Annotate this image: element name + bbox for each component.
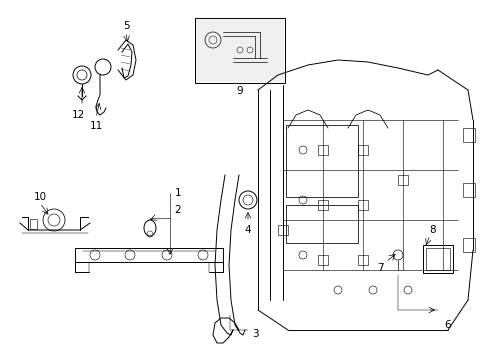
Bar (397, 175, 407, 185)
Bar (357, 200, 367, 210)
Bar (317, 145, 327, 155)
Text: 3: 3 (251, 329, 258, 339)
Text: 7: 7 (376, 263, 383, 273)
Bar (462, 128, 474, 142)
Bar (317, 200, 327, 210)
Text: 6: 6 (444, 320, 450, 330)
Text: 10: 10 (33, 192, 46, 202)
Text: 11: 11 (89, 121, 102, 131)
Bar (425, 248, 449, 270)
Bar (30, 219, 37, 229)
Bar (285, 125, 357, 197)
Bar (357, 145, 367, 155)
Text: 2: 2 (174, 205, 181, 215)
Text: 5: 5 (122, 21, 129, 31)
Bar (357, 255, 367, 265)
Bar (285, 205, 357, 243)
Bar (317, 255, 327, 265)
Bar (75, 248, 223, 262)
Text: 4: 4 (244, 225, 251, 235)
Text: 1: 1 (174, 188, 181, 198)
Text: 9: 9 (236, 86, 243, 96)
Text: 12: 12 (71, 110, 84, 120)
Text: 8: 8 (429, 225, 435, 235)
Bar (462, 183, 474, 197)
Bar (196, 19, 284, 82)
Bar (195, 18, 285, 83)
Bar (462, 238, 474, 252)
Bar (278, 225, 287, 235)
Bar (422, 245, 452, 273)
